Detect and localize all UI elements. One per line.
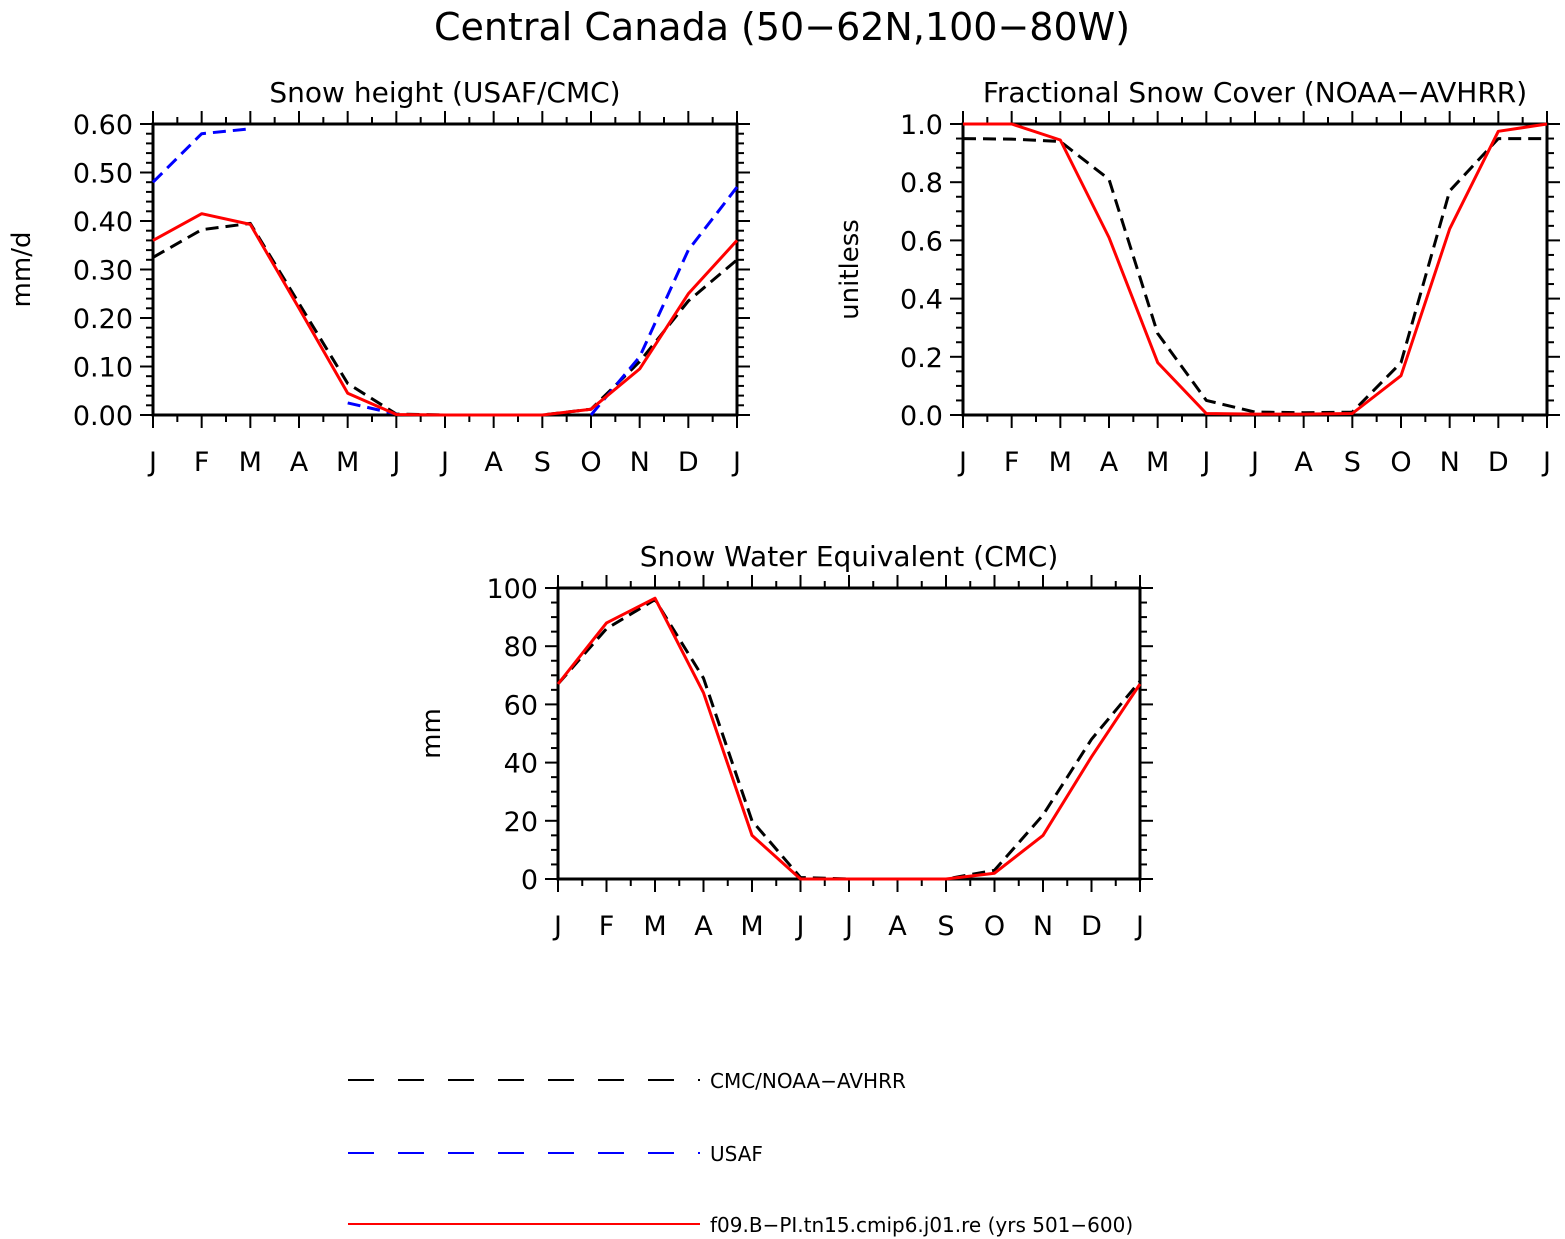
y-tick-label: 0.30 [73,256,133,287]
x-tick-label: A [694,911,713,942]
y-tick-label: 0.20 [73,304,133,335]
x-tick-label: A [1100,447,1119,478]
legend-label-cmc: CMC/NOAA−AVHRR [710,1069,906,1093]
snow-water-equivalent-panel: Snow Water Equivalent (CMC)J F M A M J J A S O N D J… [417,540,1153,942]
fractional-snow-cover-panel: Fractional Snow Cover (NOAA−AVHRR)J F M A M J… [835,76,1560,478]
x-tick-label: J [390,447,400,478]
x-tick-label: J [439,447,449,478]
x-tick-label: J [1541,447,1551,478]
y-tick-label: 0.60 [73,110,133,141]
series-line-usaf [589,186,739,416]
x-tick-label: A [1294,447,1313,478]
x-tick-label: S [534,447,551,478]
x-tick-label: F [599,911,615,942]
x-tick-label: M [1049,447,1072,478]
plot-frame [151,122,739,417]
x-tick-label: N [630,447,650,478]
x-tick-label: A [484,447,503,478]
x-tick-label: S [1344,447,1361,478]
x-tick-label: F [194,447,210,478]
y-tick-label: 0.2 [900,343,943,374]
x-tick-label: M [239,447,262,478]
y-tick-label: 0 [521,865,538,896]
y-axis-label: unitless [835,219,865,320]
x-tick-label: J [843,911,853,942]
figure-title: Central Canada (50−62N,100−80W) [434,5,1130,49]
y-tick-label: 20 [504,807,538,838]
x-tick-label: O [580,447,601,478]
x-tick-label: J [1249,447,1259,478]
x-tick-label: J [957,447,967,478]
plot-frame [556,586,1142,881]
x-tick-label: J [795,911,805,942]
x-tick-label: J [147,447,157,478]
panel-title: Snow height (USAF/CMC) [269,76,620,109]
series-line-cmc-noaa-avhrr [962,137,1547,415]
x-tick-label: J [552,911,562,942]
x-tick-label: M [643,911,666,942]
x-tick-label: D [1081,911,1102,942]
y-tick-label: 0.00 [73,401,133,432]
legend-label-usaf: USAF [710,1142,763,1166]
legend-entry-model: f09.B−PI.tn15.cmip6.j01.re (yrs 501−600) [348,1213,1133,1237]
legend-entry-cmc: CMC/NOAA−AVHRR [348,1069,906,1093]
x-tick-label: M [336,447,359,478]
legend-entry-usaf: USAF [348,1142,763,1166]
x-tick-label: A [290,447,309,478]
x-tick-label: J [1200,447,1210,478]
x-tick-label: D [1488,447,1509,478]
series-line-f09-b-pi-tn15-cmip6-j01- [152,212,739,417]
y-tick-label: 0.50 [73,159,133,190]
series-line-cmc-noaa-avhrr [556,598,1142,881]
panel-title: Fractional Snow Cover (NOAA−AVHRR) [983,76,1527,109]
panel-title: Snow Water Equivalent (CMC) [640,540,1059,573]
x-tick-label: O [1390,447,1411,478]
series-line-cmc-noaa-avhrr [152,221,738,417]
y-tick-label: 60 [504,690,538,721]
x-tick-label: O [984,911,1005,942]
legend-label-model: f09.B−PI.tn15.cmip6.j01.re (yrs 501−600) [710,1213,1133,1237]
x-tick-label: M [740,911,763,942]
snow-height-panel: Snow height (USAF/CMC)J F M A M J J A S O N D J0.000… [7,76,750,478]
y-tick-label: 0.4 [900,285,943,316]
y-tick-label: 80 [504,632,538,663]
plot-frame [961,122,1549,417]
y-tick-label: 0.8 [900,168,943,199]
x-tick-label: N [1440,447,1460,478]
legend: CMC/NOAA−AVHRR USAF f09.B−PI.tn15.cmip6.… [348,1069,1133,1237]
x-tick-label: F [1004,447,1020,478]
y-tick-label: 100 [486,574,538,605]
y-axis-label: mm [417,708,447,759]
y-tick-label: 40 [504,749,538,780]
x-tick-label: D [678,447,699,478]
x-tick-label: A [888,911,907,942]
y-tick-label: 0.0 [900,401,943,432]
y-tick-label: 0.10 [73,353,133,384]
y-tick-label: 0.6 [900,226,943,257]
x-tick-label: M [1146,447,1169,478]
y-axis-label: mm/d [7,232,37,308]
y-tick-label: 0.40 [73,207,133,238]
x-tick-label: N [1033,911,1053,942]
x-tick-label: J [731,447,741,478]
y-tick-label: 1.0 [900,110,943,141]
x-tick-label: S [937,911,954,942]
series-line-f09-b-pi-tn15-cmip6-j01- [963,122,1548,416]
series-line-f09-b-pi-tn15-cmip6-j01- [556,596,1142,881]
x-tick-label: J [1134,911,1144,942]
series-line-usaf [151,127,251,184]
